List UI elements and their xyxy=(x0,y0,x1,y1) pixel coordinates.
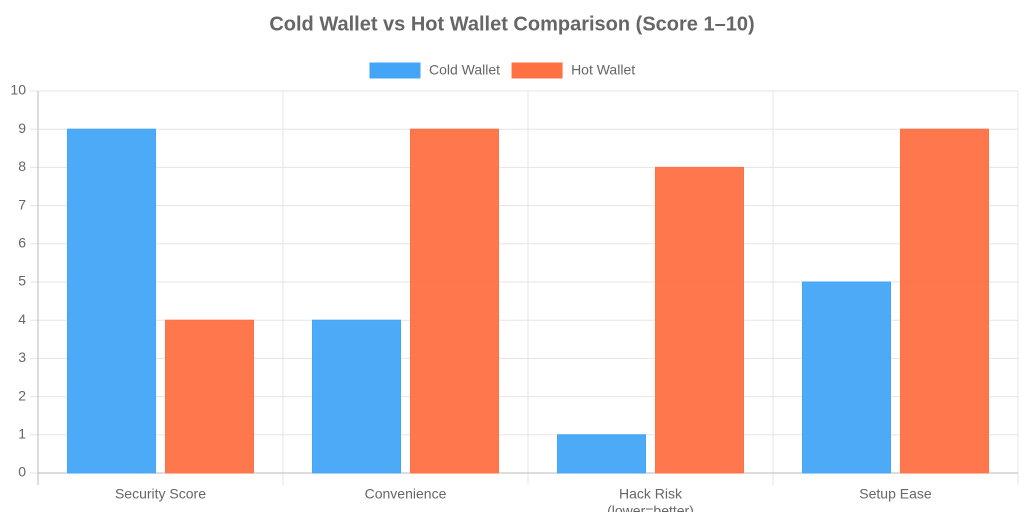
bar xyxy=(802,281,891,474)
bar xyxy=(655,166,744,474)
legend-swatch xyxy=(511,62,563,79)
legend-label: Cold Wallet xyxy=(429,62,500,78)
y-tick-label: 7 xyxy=(18,196,26,212)
y-tick-label: 9 xyxy=(18,120,26,136)
bar xyxy=(312,319,401,474)
bar xyxy=(165,319,254,474)
y-tick-label: 3 xyxy=(18,349,26,365)
y-tick-label: 4 xyxy=(18,311,26,327)
chart-title: Cold Wallet vs Hot Wallet Comparison (Sc… xyxy=(269,13,754,35)
y-tick-label: 8 xyxy=(18,158,26,174)
x-tick-label: Security Score xyxy=(115,486,206,502)
legend-label: Hot Wallet xyxy=(571,62,635,78)
y-tick-label: 2 xyxy=(18,387,26,403)
y-tick-label: 10 xyxy=(10,82,26,98)
y-tick-label: 1 xyxy=(18,426,26,442)
x-tick-label: (lower=better) xyxy=(607,503,694,512)
legend-swatch xyxy=(369,62,421,79)
x-tick-label: Convenience xyxy=(365,486,447,502)
bar xyxy=(67,128,156,474)
bar xyxy=(557,434,646,474)
bar xyxy=(900,128,989,474)
x-tick-label: Setup Ease xyxy=(859,486,932,502)
x-tick-label: Hack Risk xyxy=(619,486,683,502)
y-tick-label: 6 xyxy=(18,235,26,251)
y-tick-label: 0 xyxy=(18,464,26,480)
bar xyxy=(410,128,499,474)
y-tick-label: 5 xyxy=(18,273,26,289)
